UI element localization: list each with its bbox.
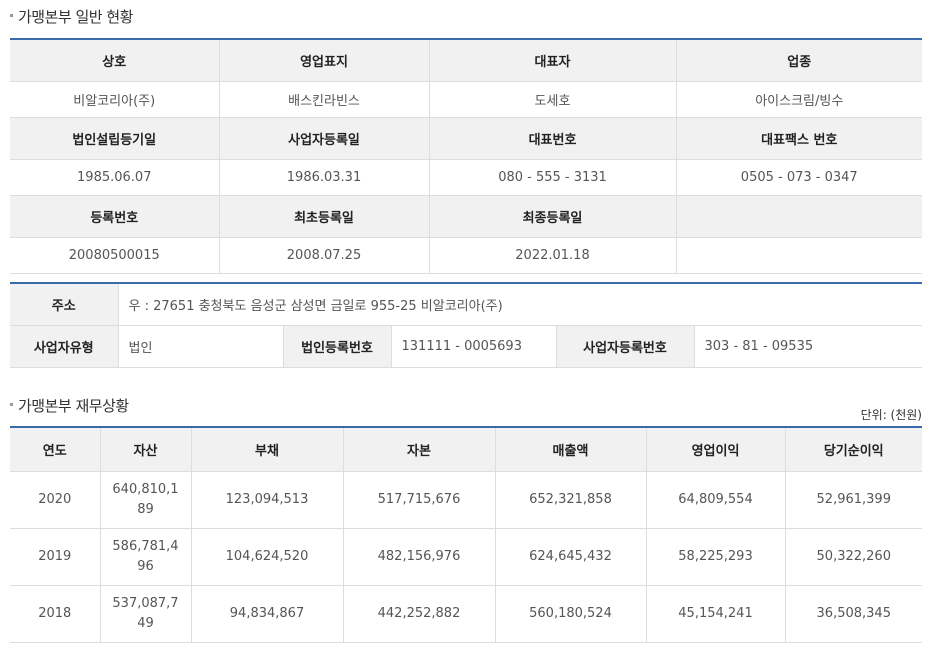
table-row: 법인설립등기일 사업자등록일 대표번호 대표팩스 번호 bbox=[10, 117, 922, 160]
header-cell: 대표번호 bbox=[429, 117, 677, 160]
corp-number-value: 131111 - 0005693 bbox=[391, 325, 557, 368]
value-cell: 배스킨라빈스 bbox=[219, 81, 430, 118]
value-cell: 50,322,260 bbox=[785, 528, 922, 586]
address-value: 우 : 27651 충청북도 음성군 삼성면 금일로 955-25 비알코리아(… bbox=[118, 283, 922, 326]
general-section-title: 가맹본부 일반 현황 bbox=[10, 6, 133, 27]
finance-section-title: 가맹본부 재무상황 bbox=[10, 395, 129, 416]
value-cell: 도세호 bbox=[429, 81, 677, 118]
bullet-icon bbox=[10, 403, 13, 406]
general-title-text: 가맹본부 일반 현황 bbox=[18, 8, 133, 26]
value-cell: 0505 - 073 - 0347 bbox=[676, 159, 922, 196]
corp-number-label: 법인등록번호 bbox=[283, 325, 392, 368]
biz-type-label: 사업자유형 bbox=[10, 325, 119, 368]
finance-title-text: 가맹본부 재무상황 bbox=[18, 397, 129, 415]
value-cell: 560,180,524 bbox=[495, 585, 647, 643]
value-cell: 58,225,293 bbox=[646, 528, 786, 586]
value-cell: 아이스크림/빙수 bbox=[676, 81, 922, 118]
header-cell: 매출액 bbox=[495, 427, 647, 472]
table-row: 20080500015 2008.07.25 2022.01.18 bbox=[10, 237, 922, 274]
address-label: 주소 bbox=[10, 283, 119, 326]
value-cell: 080 - 555 - 3131 bbox=[429, 159, 677, 196]
year-cell: 2020 bbox=[10, 471, 101, 529]
header-cell: 등록번호 bbox=[10, 195, 220, 238]
table-row: 등록번호 최초등록일 최종등록일 bbox=[10, 195, 922, 238]
address-table: 주소 우 : 27651 충청북도 음성군 삼성면 금일로 955-25 비알코… bbox=[10, 282, 922, 368]
value-cell: 652,321,858 bbox=[495, 471, 647, 529]
value-cell: 1985.06.07 bbox=[10, 159, 220, 196]
table-row: 주소 우 : 27651 충청북도 음성군 삼성면 금일로 955-25 비알코… bbox=[10, 283, 922, 326]
header-cell bbox=[676, 195, 922, 238]
header-cell: 당기순이익 bbox=[785, 427, 922, 472]
value-cell: 2008.07.25 bbox=[219, 237, 430, 274]
unit-label: 단위: (천원) bbox=[860, 408, 922, 422]
value-cell: 442,252,882 bbox=[343, 585, 496, 643]
table-row: 연도 자산 부채 자본 매출액 영업이익 당기순이익 bbox=[10, 427, 922, 472]
value-cell: 94,834,867 bbox=[191, 585, 344, 643]
header-cell: 부채 bbox=[191, 427, 344, 472]
header-cell: 연도 bbox=[10, 427, 101, 472]
header-cell: 법인설립등기일 bbox=[10, 117, 220, 160]
biz-number-value: 303 - 81 - 09535 bbox=[694, 325, 922, 368]
header-cell: 상호 bbox=[10, 39, 220, 82]
value-cell: 482,156,976 bbox=[343, 528, 496, 586]
value-cell: 비알코리아(주) bbox=[10, 81, 220, 118]
header-cell: 영업이익 bbox=[646, 427, 786, 472]
value-cell: 104,624,520 bbox=[191, 528, 344, 586]
year-cell: 2018 bbox=[10, 585, 101, 643]
table-row: 비알코리아(주) 배스킨라빈스 도세호 아이스크림/빙수 bbox=[10, 81, 922, 118]
value-cell: 537,087,749 bbox=[100, 585, 192, 643]
header-cell: 자산 bbox=[100, 427, 192, 472]
value-cell: 52,961,399 bbox=[785, 471, 922, 529]
general-info-table: 상호 영업표지 대표자 업종 비알코리아(주) 배스킨라빈스 도세호 아이스크림… bbox=[10, 38, 922, 274]
value-cell: 586,781,496 bbox=[100, 528, 192, 586]
table-row: 1985.06.07 1986.03.31 080 - 555 - 3131 0… bbox=[10, 159, 922, 196]
header-cell: 자본 bbox=[343, 427, 496, 472]
header-cell: 최초등록일 bbox=[219, 195, 430, 238]
header-cell: 사업자등록일 bbox=[219, 117, 430, 160]
year-cell: 2019 bbox=[10, 528, 101, 586]
table-row: 2018 537,087,749 94,834,867 442,252,882 … bbox=[10, 585, 922, 643]
header-cell: 최종등록일 bbox=[429, 195, 677, 238]
value-cell: 123,094,513 bbox=[191, 471, 344, 529]
value-cell: 20080500015 bbox=[10, 237, 220, 274]
value-cell: 517,715,676 bbox=[343, 471, 496, 529]
value-cell: 2022.01.18 bbox=[429, 237, 677, 274]
finance-table: 연도 자산 부채 자본 매출액 영업이익 당기순이익 2020 640,810,… bbox=[10, 426, 922, 643]
header-cell: 대표팩스 번호 bbox=[676, 117, 922, 160]
value-cell: 640,810,189 bbox=[100, 471, 192, 529]
value-cell: 624,645,432 bbox=[495, 528, 647, 586]
table-row: 사업자유형 법인 법인등록번호 131111 - 0005693 사업자등록번호… bbox=[10, 325, 922, 368]
bullet-icon bbox=[10, 14, 13, 17]
biz-type-value: 법인 bbox=[118, 325, 284, 368]
table-row: 2019 586,781,496 104,624,520 482,156,976… bbox=[10, 528, 922, 586]
header-cell: 대표자 bbox=[429, 39, 677, 82]
header-cell: 영업표지 bbox=[219, 39, 430, 82]
value-cell: 1986.03.31 bbox=[219, 159, 430, 196]
table-row: 상호 영업표지 대표자 업종 bbox=[10, 39, 922, 82]
value-cell bbox=[676, 237, 922, 274]
value-cell: 36,508,345 bbox=[785, 585, 922, 643]
table-row: 2020 640,810,189 123,094,513 517,715,676… bbox=[10, 471, 922, 529]
header-cell: 업종 bbox=[676, 39, 922, 82]
biz-number-label: 사업자등록번호 bbox=[556, 325, 695, 368]
value-cell: 45,154,241 bbox=[646, 585, 786, 643]
value-cell: 64,809,554 bbox=[646, 471, 786, 529]
